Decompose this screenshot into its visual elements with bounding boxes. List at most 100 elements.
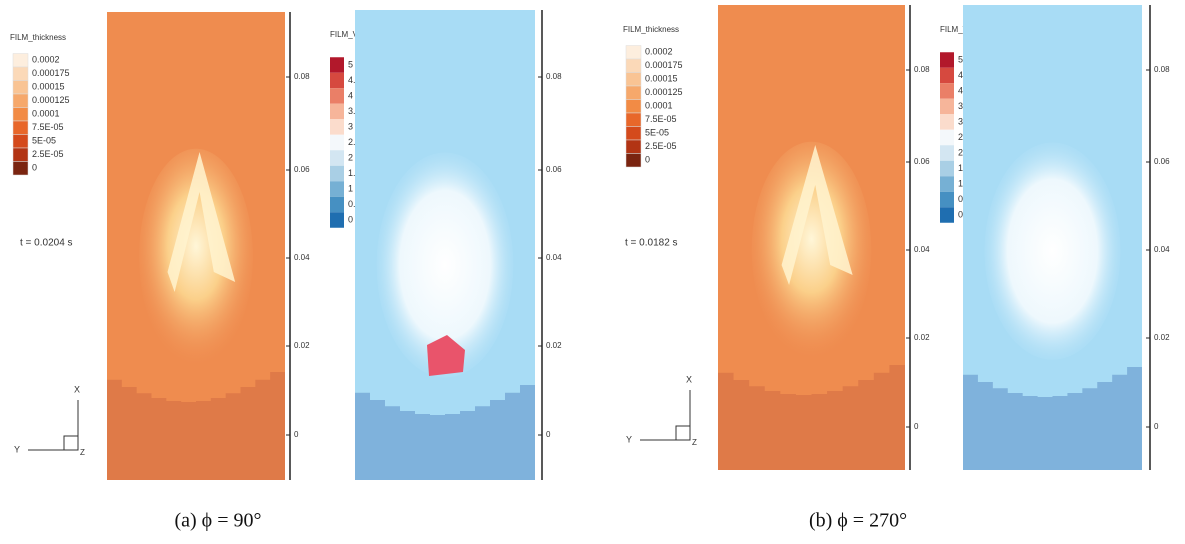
triad-label: Z — [692, 438, 697, 447]
scale-label: 0 — [1154, 422, 1159, 431]
legend-label: 5E-05 — [645, 127, 669, 137]
legend-swatch — [330, 119, 344, 135]
legend-swatch — [330, 88, 344, 104]
wet-region — [984, 142, 1121, 360]
scale-label: 0 — [914, 422, 919, 431]
legend-label: 5 — [348, 59, 353, 69]
legend-swatch — [625, 112, 642, 127]
legend-label: 3 — [348, 121, 353, 131]
legend-swatch — [330, 57, 344, 73]
legend-swatch — [940, 52, 954, 68]
caption: (a) ϕ = 90° — [174, 510, 261, 532]
legend-label: 0.5 — [348, 199, 361, 209]
legend-swatch — [12, 134, 29, 149]
legend-swatch — [12, 161, 29, 176]
legend-label: 5E-05 — [32, 135, 56, 145]
scale-label: 0.08 — [294, 72, 310, 81]
scale-label: 0.04 — [1154, 245, 1170, 254]
high-velocity-spot — [427, 335, 465, 376]
legend-label: 1.5 — [348, 168, 361, 178]
legend-label: 0 — [645, 154, 650, 164]
panel: FILM_thickness0.00020.0001750.000150.000… — [623, 5, 1170, 532]
scale-label: 0.04 — [294, 253, 310, 262]
legend-swatch — [625, 58, 642, 73]
legend-swatch — [330, 72, 344, 89]
legend-label: 4 — [958, 85, 963, 95]
scale-label: 0.06 — [546, 165, 562, 174]
scale-label: 0.08 — [1154, 65, 1170, 74]
triad-label: Y — [626, 434, 632, 444]
legend-swatch — [330, 150, 344, 166]
legend-swatch — [625, 153, 642, 168]
legend-swatch — [940, 114, 954, 130]
legend-label: 0.00015 — [645, 73, 678, 83]
legend-label: 0 — [32, 162, 37, 172]
legend-swatch — [940, 83, 954, 99]
legend-swatch — [940, 98, 954, 115]
legend-label: 1 — [348, 183, 353, 193]
spray-pattern — [751, 141, 872, 358]
triad-z — [675, 425, 691, 441]
legend-label: 0 — [348, 214, 353, 224]
legend-swatch — [625, 139, 642, 154]
legend-swatch — [330, 103, 344, 120]
time-label: t = 0.0204 s — [20, 238, 73, 249]
legend-swatch — [12, 107, 29, 122]
legend-label: 0.000175 — [32, 68, 70, 78]
scale-label: 0.02 — [1154, 333, 1170, 342]
legend-label: 4 — [348, 90, 353, 100]
scale-label: 0.06 — [294, 165, 310, 174]
legend-swatch — [625, 45, 642, 60]
legend-swatch — [940, 145, 954, 161]
legend-label: 0.000125 — [645, 87, 683, 97]
legend-swatch — [12, 120, 29, 135]
legend-label: 0.0002 — [32, 54, 60, 64]
legend-swatch — [625, 126, 642, 141]
spray-pattern — [139, 148, 253, 365]
legend-label: 0.0002 — [645, 46, 673, 56]
legend-swatch — [940, 176, 954, 192]
legend-swatch — [12, 80, 29, 95]
legend-label: 3.5 — [348, 106, 361, 116]
legend-swatch — [940, 207, 954, 223]
legend-swatch — [625, 99, 642, 114]
legend-swatch — [625, 85, 642, 100]
triad-label: X — [74, 384, 80, 394]
legend-swatch — [940, 67, 954, 84]
legend-label: 2 — [958, 147, 963, 157]
time-label: t = 0.0182 s — [625, 238, 678, 249]
legend-label: 0.0001 — [645, 100, 673, 110]
thickness-dry-region — [718, 365, 905, 470]
legend-label: 0 — [958, 209, 963, 219]
legend-title: FILM_thickness — [10, 33, 66, 42]
triad-label: Z — [80, 448, 85, 457]
legend-swatch — [625, 72, 642, 87]
spray-core — [167, 152, 236, 292]
scale-label: 0.02 — [294, 341, 310, 350]
legend-swatch — [940, 129, 954, 146]
velocity-dry-region — [355, 385, 535, 480]
caption: (b) ϕ = 270° — [809, 510, 907, 532]
legend-label: 3 — [958, 116, 963, 126]
scale-label: 0.06 — [1154, 157, 1170, 166]
triad-z — [63, 435, 79, 451]
scale-label: 0 — [546, 430, 551, 439]
triad-label: X — [686, 374, 692, 384]
scale-label: 0.02 — [546, 341, 562, 350]
scale-label: 0.02 — [914, 333, 930, 342]
legend-swatch — [940, 191, 954, 208]
legend-label: 0.0001 — [32, 108, 60, 118]
velocity-dry-region — [963, 367, 1142, 470]
legend-swatch — [940, 160, 954, 177]
legend-swatch — [330, 212, 344, 228]
legend-label: 7.5E-05 — [645, 114, 677, 124]
legend-label: 2.5E-05 — [645, 141, 677, 151]
legend-swatch — [330, 196, 344, 213]
legend-swatch — [330, 134, 344, 151]
scale-label: 0.06 — [914, 157, 930, 166]
legend-swatch — [330, 181, 344, 197]
wet-region — [376, 152, 514, 378]
legend-swatch — [12, 66, 29, 81]
legend-label: 2.5E-05 — [32, 149, 64, 159]
